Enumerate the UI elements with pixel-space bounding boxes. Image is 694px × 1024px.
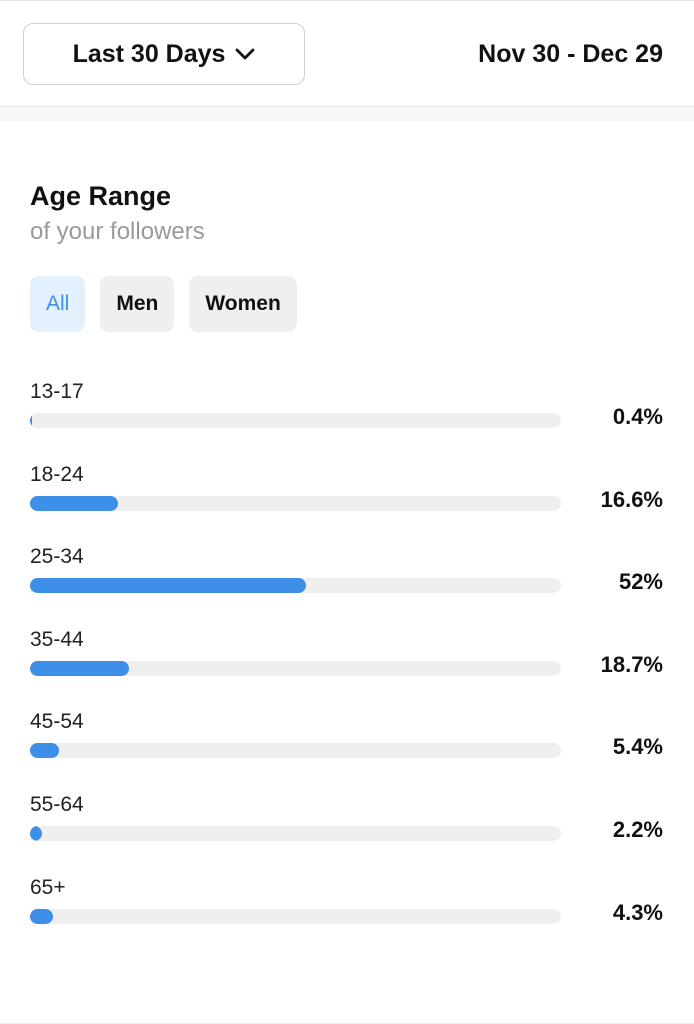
age-row-45-54: 45-54 5.4% bbox=[0, 706, 694, 789]
age-value: 16.6% bbox=[600, 486, 663, 512]
section-title: Age Range bbox=[30, 181, 172, 211]
age-range-chart: 13-17 0.4% 18-24 16.6% 25-34 52% 35-44 1… bbox=[0, 376, 694, 954]
period-header: Last 30 Days Nov 30 - Dec 29 bbox=[0, 0, 694, 107]
age-row-35-44: 35-44 18.7% bbox=[0, 624, 694, 707]
age-label: 18-24 bbox=[30, 462, 84, 486]
bar-fill bbox=[30, 743, 59, 759]
age-label: 25-34 bbox=[30, 545, 84, 569]
bar-track bbox=[30, 660, 561, 676]
bar-track bbox=[30, 743, 561, 759]
section-subtitle: of your followers bbox=[30, 218, 205, 245]
bar-track bbox=[30, 578, 561, 594]
section-divider bbox=[0, 107, 694, 121]
age-row-13-17: 13-17 0.4% bbox=[0, 376, 694, 459]
filter-tab-men[interactable]: Men bbox=[100, 276, 175, 332]
bar-track bbox=[30, 825, 561, 841]
age-value: 18.7% bbox=[600, 651, 663, 677]
age-row-25-34: 25-34 52% bbox=[0, 541, 694, 624]
age-value: 2.2% bbox=[612, 816, 663, 842]
bar-fill bbox=[30, 413, 33, 428]
bar-track bbox=[30, 908, 561, 924]
age-label: 65+ bbox=[30, 875, 66, 899]
age-label: 45-54 bbox=[30, 710, 84, 734]
age-label: 13-17 bbox=[30, 380, 84, 403]
age-row-55-64: 55-64 2.2% bbox=[0, 789, 694, 872]
age-label: 55-64 bbox=[30, 792, 84, 816]
bar-track bbox=[30, 413, 561, 428]
filter-tab-women[interactable]: Women bbox=[189, 276, 297, 332]
bar-fill bbox=[30, 825, 42, 841]
bar-fill bbox=[30, 908, 53, 924]
filter-tab-all[interactable]: All bbox=[30, 276, 86, 332]
age-label: 35-44 bbox=[30, 627, 84, 651]
age-value: 52% bbox=[618, 569, 663, 595]
age-value: 4.3% bbox=[612, 899, 663, 925]
age-row-65-plus: 65+ 4.3% bbox=[0, 872, 694, 955]
bar-fill bbox=[30, 660, 130, 676]
date-range-text: Nov 30 - Dec 29 bbox=[478, 40, 663, 68]
age-row-18-24: 18-24 16.6% bbox=[0, 459, 694, 542]
age-value: 5.4% bbox=[612, 734, 663, 760]
age-range-card: Age Range of your followers All Men Wome… bbox=[0, 121, 694, 1024]
age-value: 0.4% bbox=[612, 404, 663, 429]
bar-fill bbox=[30, 495, 119, 511]
chevron-down-icon bbox=[235, 47, 255, 61]
period-selector-button[interactable]: Last 30 Days bbox=[23, 23, 305, 85]
bar-fill bbox=[30, 578, 307, 594]
bar-track bbox=[30, 495, 561, 511]
period-selector-label: Last 30 Days bbox=[72, 39, 226, 68]
gender-filter-tabs: All Men Women bbox=[30, 276, 297, 332]
